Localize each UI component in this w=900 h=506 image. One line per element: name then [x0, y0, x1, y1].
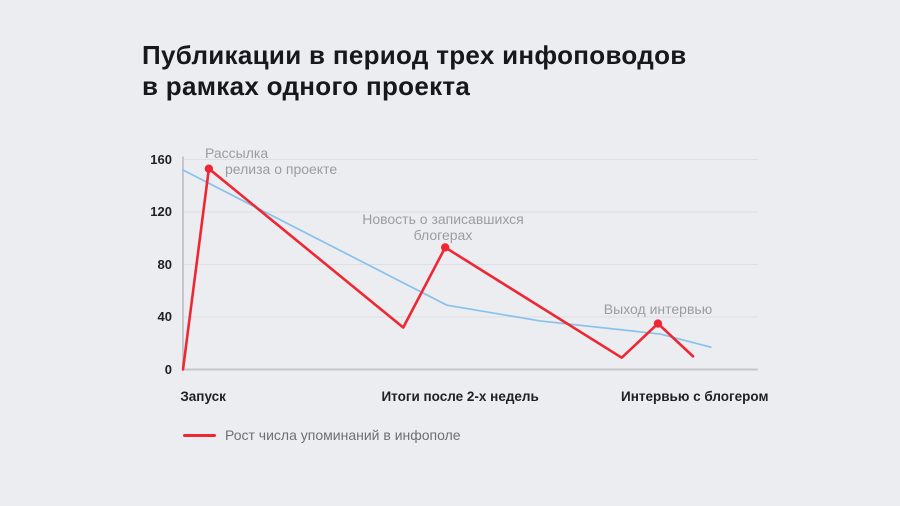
- annotation-interview-release: Выход интервью: [588, 301, 728, 317]
- legend-line-swatch: [183, 433, 216, 437]
- trend-line: [182, 169, 712, 349]
- mentions-growth-line: [181, 167, 695, 371]
- page-title-line-2: в рамках одного проекта: [142, 71, 471, 101]
- annotation-release-mailing: Рассылка релиза о проекте: [205, 145, 337, 177]
- y-tick-label: 40: [157, 309, 172, 324]
- legend-label: Рост числа упоминаний в инфополе: [225, 427, 461, 443]
- annotation-text-line: релиза о проекте: [225, 161, 338, 177]
- y-tick-label: 160: [150, 151, 172, 167]
- chart-legend: Рост числа упоминаний в инфополе: [183, 427, 461, 443]
- y-tick-label: 120: [150, 204, 172, 219]
- data-point-marker: [653, 319, 663, 328]
- annotation-text-line: Рассылка: [205, 145, 269, 161]
- annotation-text-line: блогерах: [413, 227, 473, 243]
- data-point-marker: [441, 243, 450, 252]
- annotation-bloggers-news: Новость о записавшихся блогерах: [333, 211, 553, 243]
- annotation-text-line: Новость о записавшихся: [362, 211, 524, 227]
- page-title: Публикации в период трех инфоповодов в р…: [142, 40, 687, 102]
- x-category-label: Интервью с блогером: [621, 389, 769, 404]
- y-tick-label: 0: [164, 361, 172, 377]
- data-point-marker: [204, 164, 214, 173]
- x-category-label: Итоги после 2-х недель: [381, 389, 539, 404]
- page-title-line-1: Публикации в период трех инфоповодов: [142, 40, 687, 70]
- x-category-label: Запуск: [180, 389, 226, 404]
- y-tick-label: 80: [157, 256, 172, 272]
- annotation-text-line: Выход интервью: [603, 301, 713, 317]
